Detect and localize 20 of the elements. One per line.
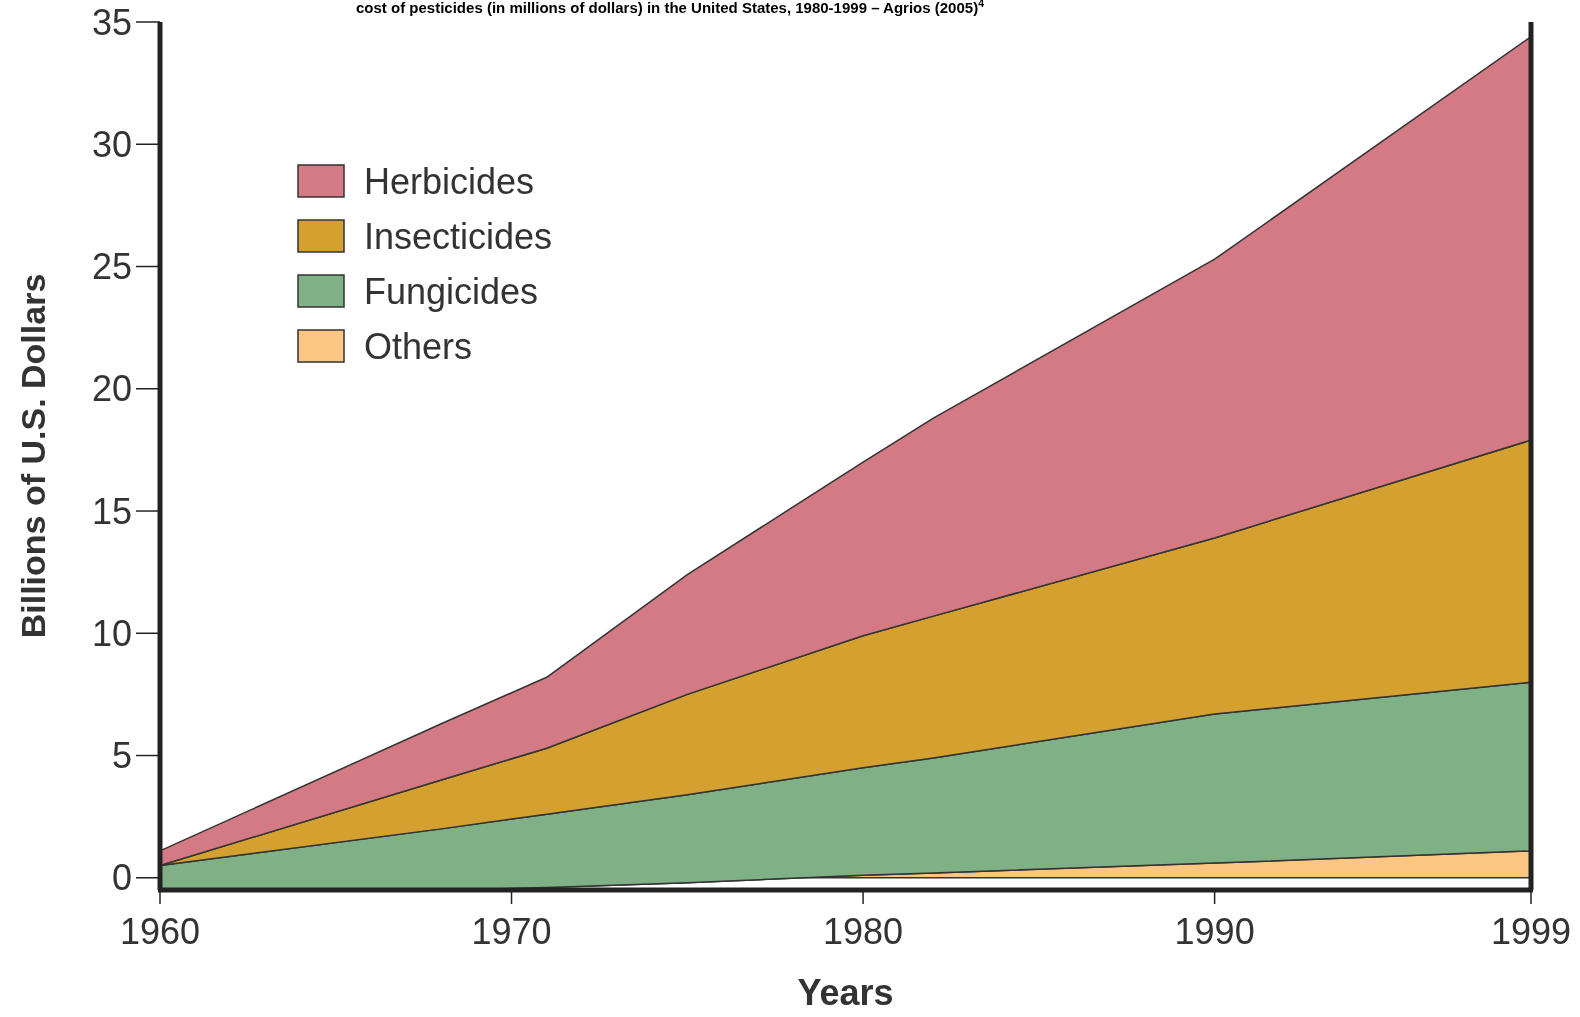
x-tick-label: 1999 (1490, 911, 1572, 952)
y-axis-title: Billions of U.S. Dollars (14, 273, 52, 639)
y-tick-label: 35 (91, 1, 132, 43)
y-tick-label: 25 (91, 246, 132, 288)
x-tick-label: 1970 (471, 911, 552, 952)
y-tick-label: 20 (91, 368, 132, 410)
y-tick-label: 5 (111, 735, 132, 777)
legend-label: Insecticides (364, 215, 553, 257)
y-tick-label: 15 (91, 490, 132, 532)
y-tick-label: 30 (91, 123, 132, 165)
x-axis-title: Years (797, 972, 894, 1013)
y-tick-label: 10 (91, 612, 132, 654)
legend-label: Fungicides (364, 270, 539, 312)
chart-title: cost of pesticides (in millions of dollars) in the United States, 1980-1999 – Agrios (2005)$^{4}$ (356, 0, 985, 16)
legend-label: Others (364, 325, 473, 367)
x-tick-label: 1980 (823, 911, 904, 952)
legend-label: Herbicides (364, 160, 535, 202)
x-tick-label: 1960 (119, 911, 201, 952)
y-tick-label: 0 (111, 857, 132, 899)
x-tick-label: 1990 (1174, 911, 1255, 952)
